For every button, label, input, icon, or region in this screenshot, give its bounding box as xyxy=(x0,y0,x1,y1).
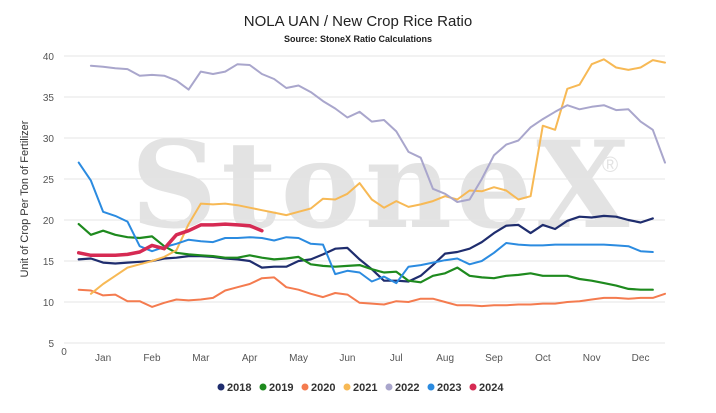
legend-marker-2023 xyxy=(427,383,435,391)
y-tick-label: 10 xyxy=(43,298,55,309)
y-tick-label: 20 xyxy=(43,216,55,227)
legend-marker-2020 xyxy=(301,383,309,391)
watermark-text: StoneX xyxy=(131,115,634,256)
x-tick-label-mar: Mar xyxy=(192,353,210,364)
legend-item-2019[interactable]: 2019 xyxy=(259,382,294,394)
legend-label-2018: 2018 xyxy=(227,382,251,394)
series-line-2024 xyxy=(76,222,264,258)
legend-label-2021: 2021 xyxy=(353,382,377,394)
series-line-2018 xyxy=(77,214,654,283)
x-tick-label-nov: Nov xyxy=(583,353,601,364)
legend-label-2019: 2019 xyxy=(269,382,293,394)
series-line-2022 xyxy=(89,63,666,203)
x-tick-label-feb: Feb xyxy=(143,353,161,364)
series-layer xyxy=(76,58,666,308)
legend-item-2024[interactable]: 2024 xyxy=(469,382,505,394)
series-line-2021 xyxy=(89,58,666,295)
x-origin-tick-label: 0 xyxy=(61,347,67,358)
y-tick-label: 35 xyxy=(43,93,55,104)
series-line-2023 xyxy=(77,161,654,285)
chart-subtitle: Source: StoneX Ratio Calculations xyxy=(284,34,432,44)
legend-item-2020[interactable]: 2020 xyxy=(301,382,336,394)
legend-label-2023: 2023 xyxy=(437,382,461,394)
x-tick-label-aug: Aug xyxy=(436,353,454,364)
x-tick-label-oct: Oct xyxy=(535,353,551,364)
x-tick-label-dec: Dec xyxy=(632,353,650,364)
y-tick-label: 30 xyxy=(43,134,55,145)
legend-item-2023[interactable]: 2023 xyxy=(427,382,462,394)
y-axis-ticks: 5 10 15 20 25 30 35 40 xyxy=(43,52,55,350)
y-axis-label: Unit of Crop Per Ton of Fertilizer xyxy=(19,120,31,277)
y-tick-label: 5 xyxy=(48,339,54,350)
legend-marker-2022 xyxy=(385,383,393,391)
x-axis-ticks: Jan Feb Mar Apr May Jun Jul Aug Sep Oct Nov Dec xyxy=(95,353,649,364)
watermark-registered-icon: ® xyxy=(602,152,618,177)
legend-label-2022: 2022 xyxy=(395,382,419,394)
x-tick-label-sep: Sep xyxy=(485,353,503,364)
legend-item-2021[interactable]: 2021 xyxy=(343,382,378,394)
legend-label-2020: 2020 xyxy=(311,382,335,394)
x-tick-label-jun: Jun xyxy=(339,353,355,364)
legend-marker-2024 xyxy=(469,383,477,391)
watermark: StoneX ® xyxy=(131,115,634,256)
x-tick-label-apr: Apr xyxy=(242,353,258,364)
legend: 2018 2019 2020 2021 2022 2023 2024 xyxy=(217,382,505,394)
legend-marker-2019 xyxy=(259,383,267,391)
series-line-2020 xyxy=(77,276,666,308)
legend-marker-2018 xyxy=(217,383,225,391)
legend-marker-2021 xyxy=(343,383,351,391)
y-tick-label: 25 xyxy=(43,175,55,186)
chart-title: NOLA UAN / New Crop Rice Ratio xyxy=(244,13,472,30)
x-tick-label-may: May xyxy=(289,353,308,364)
legend-item-2018[interactable]: 2018 xyxy=(217,382,252,394)
legend-item-2022[interactable]: 2022 xyxy=(385,382,420,394)
x-tick-label-jul: Jul xyxy=(390,353,403,364)
legend-label-2024: 2024 xyxy=(479,382,504,394)
x-tick-label-jan: Jan xyxy=(95,353,111,364)
y-tick-label: 15 xyxy=(43,257,55,268)
y-tick-label: 40 xyxy=(43,52,55,63)
